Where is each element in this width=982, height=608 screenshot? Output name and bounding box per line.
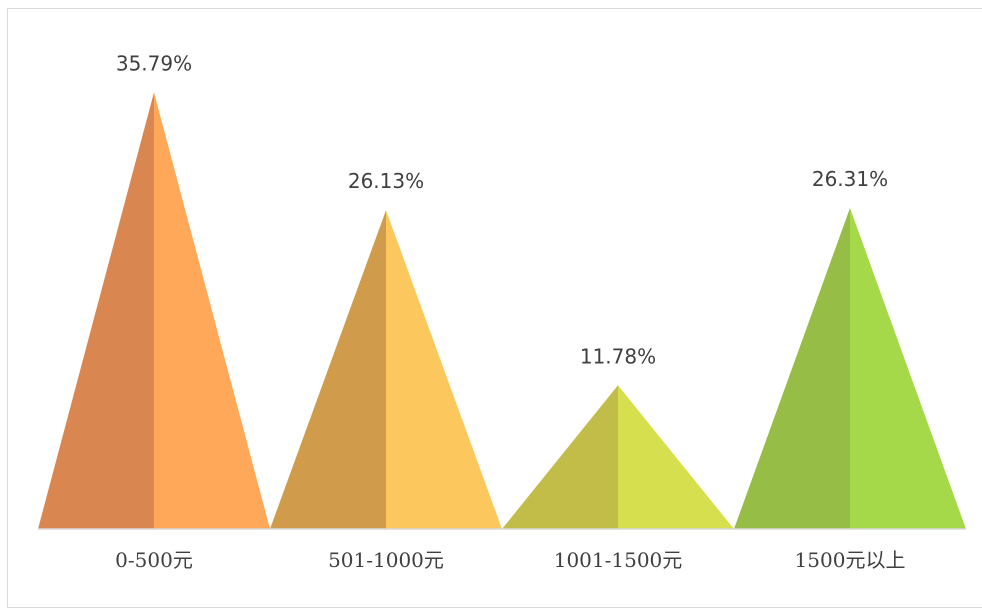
- bar-left-face: [38, 92, 154, 529]
- bar-left-face: [270, 210, 386, 530]
- bar-left-face: [734, 208, 850, 529]
- data-label: 35.79%: [116, 51, 192, 75]
- x-tick-label: 1001-1500元: [554, 548, 683, 572]
- data-label: 11.78%: [580, 344, 656, 368]
- triangle-bar-chart: 35.79% 0-500元 26.13% 501-1000元 11.78% 1001-15…: [38, 51, 966, 572]
- data-label: 26.31%: [812, 167, 888, 191]
- chart-labels: 35.79% 0-500元 26.13% 501-1000元 11.78% 1001-15…: [115, 51, 905, 572]
- bar-right-face: [618, 385, 734, 529]
- x-tick-label: 1500元以上: [795, 548, 906, 572]
- x-tick-label: 0-500元: [115, 548, 193, 572]
- x-tick-label: 501-1000元: [328, 548, 444, 572]
- chart-marks: [38, 92, 966, 530]
- bar-right-face: [154, 92, 270, 529]
- bar-right-face: [850, 208, 966, 529]
- data-label: 26.13%: [348, 169, 424, 193]
- bar-left-face: [502, 385, 618, 529]
- bar-right-face: [386, 210, 502, 530]
